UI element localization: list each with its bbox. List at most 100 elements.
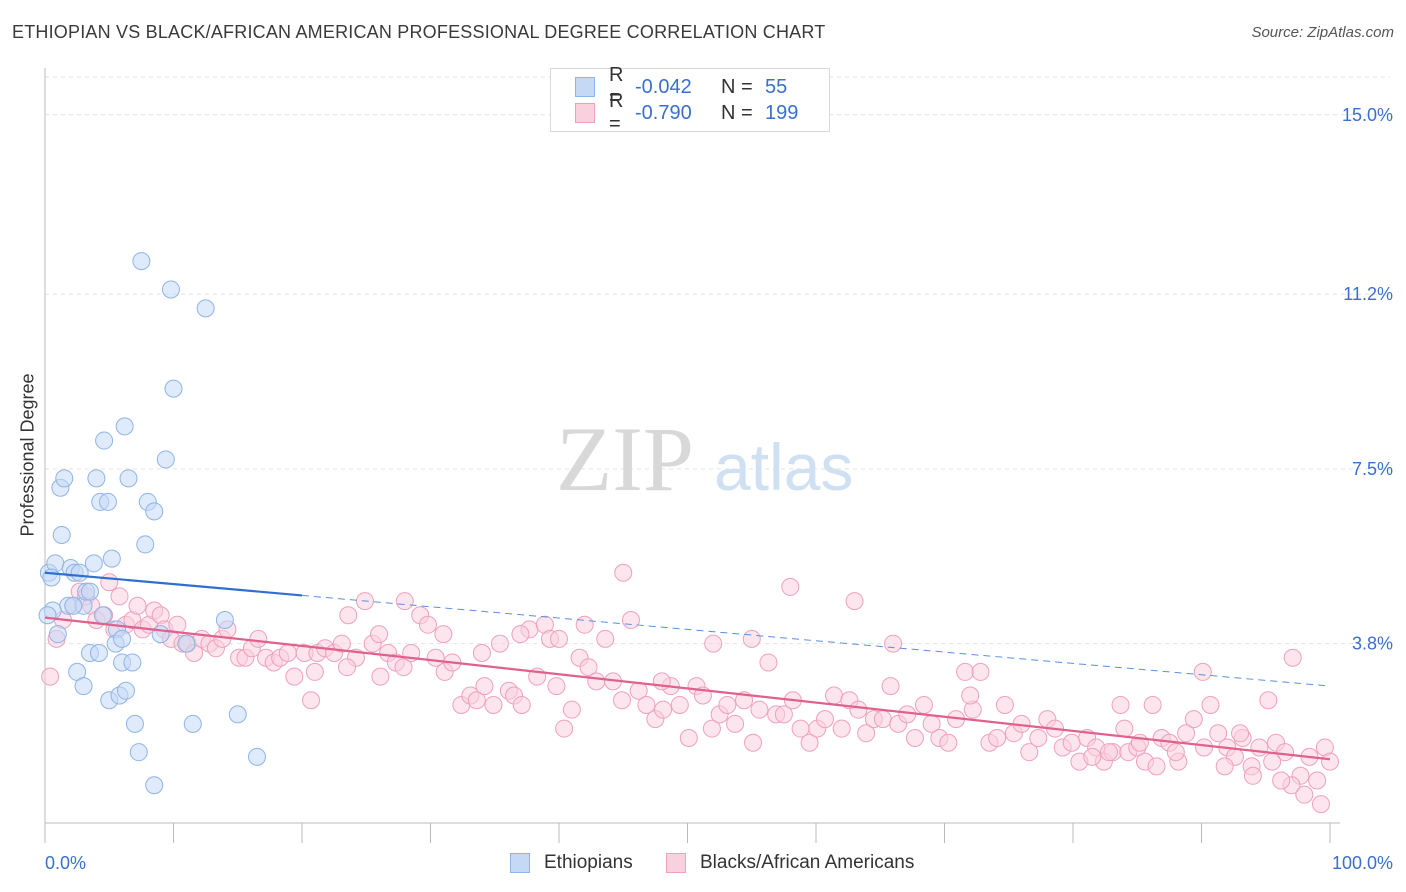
ethiopian-point <box>183 714 202 733</box>
n-label: N = <box>721 101 753 124</box>
blacks-swatch <box>575 103 595 123</box>
black-african-american-point <box>511 625 530 644</box>
black-african-american-point <box>744 733 763 752</box>
y-tick-label: 15.0% <box>1342 105 1393 125</box>
series-legend: Ethiopians Blacks/African Americans <box>0 852 1406 878</box>
n-label: N = <box>721 75 753 98</box>
ethiopians-trend-solid <box>44 571 303 597</box>
legend-label-ethiopians: Ethiopians <box>544 852 633 873</box>
black-african-american-point <box>467 691 486 710</box>
black-african-american-point <box>702 719 721 738</box>
black-african-american-point <box>1083 747 1102 766</box>
ethiopian-point <box>102 549 121 568</box>
black-african-american-point <box>1166 743 1185 762</box>
black-african-american-point <box>1201 695 1220 714</box>
ethiopian-point <box>119 469 138 488</box>
grid-lines <box>45 76 1390 645</box>
black-african-american-point <box>1184 710 1203 729</box>
black-african-american-point <box>1272 771 1291 790</box>
black-african-american-point <box>512 695 531 714</box>
y-tick-label: 11.2% <box>1343 284 1393 304</box>
black-african-american-point <box>332 634 351 653</box>
black-african-american-point <box>475 677 494 696</box>
black-african-american-point <box>742 629 761 648</box>
black-african-american-point <box>971 662 990 681</box>
ethiopian-point <box>248 747 267 766</box>
series-ethiopians-points <box>38 252 267 795</box>
black-african-american-point <box>278 644 297 663</box>
ethiopian-point <box>151 625 170 644</box>
black-african-american-point <box>621 610 640 629</box>
blacks-trend-line <box>44 616 1331 761</box>
ethiopian-point <box>115 417 134 436</box>
black-african-american-point <box>1020 743 1039 762</box>
black-african-american-point <box>1029 729 1048 748</box>
black-african-american-point <box>679 729 698 748</box>
ethiopian-point <box>93 606 112 625</box>
black-african-american-point <box>547 677 566 696</box>
r-label: R = <box>609 64 624 109</box>
black-african-american-point <box>249 629 268 648</box>
ethiopian-point <box>145 776 164 795</box>
black-african-american-point <box>490 634 509 653</box>
black-african-american-point <box>370 625 389 644</box>
black-african-american-point <box>337 658 356 677</box>
ethiopian-point <box>95 431 114 450</box>
black-african-american-point <box>394 658 413 677</box>
ethiopian-point <box>55 469 74 488</box>
ethiopian-point <box>116 681 135 700</box>
ethiopian-point <box>113 629 132 648</box>
y-tick-label: 7.5% <box>1352 459 1393 479</box>
black-african-american-point <box>654 700 673 719</box>
black-african-american-point <box>1283 648 1302 667</box>
ethiopian-point <box>145 502 164 521</box>
black-african-american-point <box>1099 743 1118 762</box>
black-african-american-point <box>1115 719 1134 738</box>
black-african-american-point <box>418 615 437 634</box>
ethiopian-point <box>196 299 215 318</box>
correlation-legend: R = -0.042 N = 55 R = -0.790 N = 199 <box>550 64 830 135</box>
black-african-american-point <box>849 700 868 719</box>
black-african-american-point <box>800 733 819 752</box>
black-african-american-point <box>41 667 60 686</box>
black-african-american-point <box>824 686 843 705</box>
ethiopian-point <box>177 634 196 653</box>
black-african-american-point <box>1231 724 1250 743</box>
black-african-american-point <box>832 719 851 738</box>
black-african-american-point <box>301 691 320 710</box>
black-african-american-point <box>1177 724 1196 743</box>
black-african-american-point <box>1259 691 1278 710</box>
black-african-american-point <box>670 695 689 714</box>
black-african-american-point <box>995 695 1014 714</box>
ethiopian-point <box>129 743 148 762</box>
ethiopian-point <box>132 252 151 271</box>
legend-item-ethiopians: Ethiopians <box>510 852 633 874</box>
black-african-american-point <box>100 573 119 592</box>
ethiopian-point <box>125 714 144 733</box>
black-african-american-point <box>750 700 769 719</box>
black-african-american-point <box>305 662 324 681</box>
black-african-american-point <box>857 724 876 743</box>
black-african-american-point <box>1308 771 1327 790</box>
black-african-american-point <box>881 677 900 696</box>
ethiopians-swatch <box>510 853 530 873</box>
black-african-american-point <box>1215 757 1234 776</box>
black-african-american-point <box>484 695 503 714</box>
x-tick-label-min: 0.0% <box>45 853 86 873</box>
black-african-american-point <box>1209 724 1228 743</box>
axes <box>44 68 1340 843</box>
ethiopians-trend-dashed <box>301 594 1331 687</box>
black-african-american-point <box>774 705 793 724</box>
black-african-american-point <box>939 733 958 752</box>
black-african-american-point <box>575 615 594 634</box>
black-african-american-point <box>1143 695 1162 714</box>
ethiopian-point <box>84 554 103 573</box>
chart-source: Source: ZipAtlas.com <box>1251 24 1394 41</box>
black-african-american-point <box>905 729 924 748</box>
r-value: -0.790 <box>635 101 692 124</box>
ethiopian-point <box>80 582 99 601</box>
black-african-american-point <box>1250 738 1269 757</box>
black-african-american-point <box>1263 752 1282 771</box>
black-african-american-point <box>434 625 453 644</box>
